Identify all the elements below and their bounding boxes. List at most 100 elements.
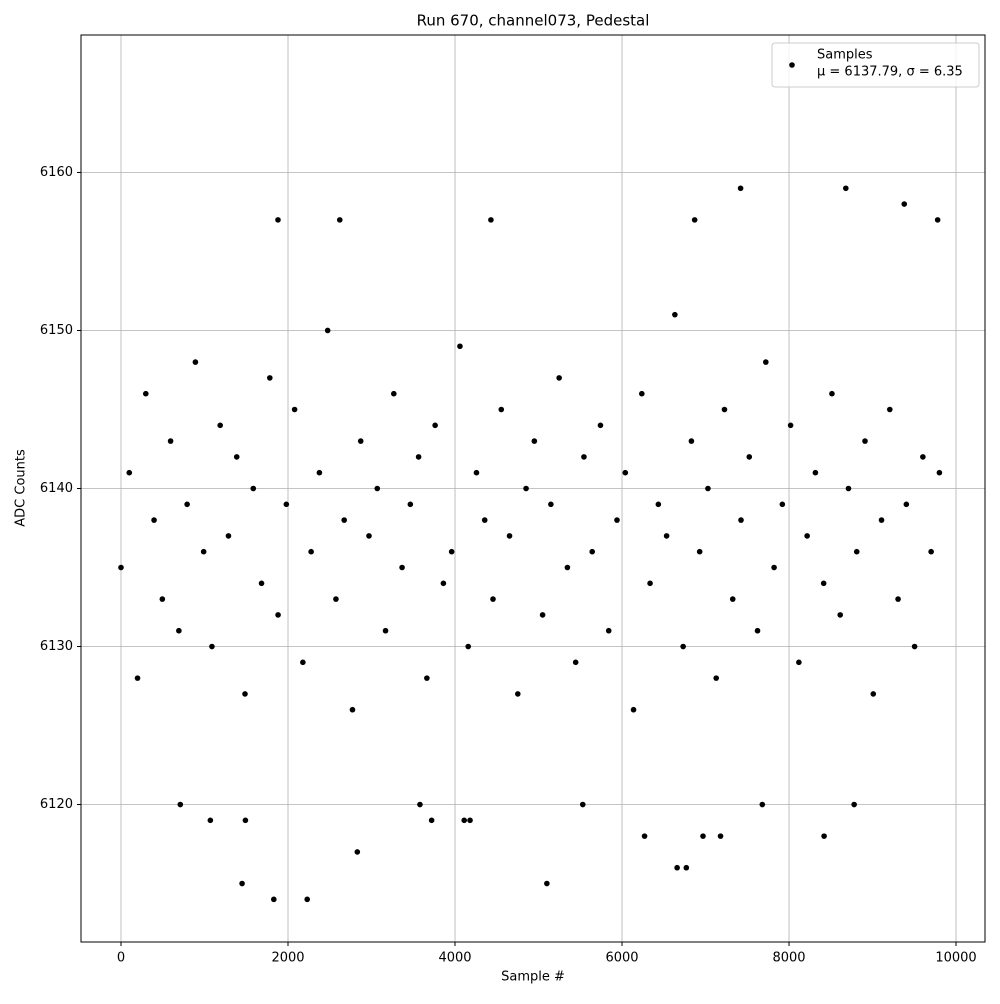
- point: [424, 675, 430, 681]
- point: [779, 501, 786, 508]
- point: [641, 833, 648, 839]
- point: [177, 801, 184, 808]
- point: [713, 675, 720, 681]
- y-tick-label: 6140: [40, 481, 73, 496]
- point: [461, 817, 467, 824]
- x-axis-label: Sample #: [501, 970, 565, 985]
- y-tick-label: 6130: [40, 639, 73, 654]
- x-tick-label: 0: [117, 951, 125, 966]
- point: [663, 533, 670, 539]
- point: [737, 185, 744, 192]
- legend-box: [771, 42, 980, 88]
- point: [159, 596, 166, 602]
- point: [354, 849, 361, 855]
- point: [717, 833, 724, 839]
- point: [457, 343, 463, 350]
- point: [804, 533, 810, 539]
- point: [467, 817, 473, 824]
- point: [184, 501, 190, 508]
- point: [304, 896, 311, 903]
- point: [336, 217, 343, 223]
- point: [374, 485, 381, 492]
- point: [911, 643, 918, 650]
- point: [308, 548, 314, 555]
- point: [134, 675, 141, 681]
- point: [821, 833, 827, 839]
- point: [333, 596, 339, 602]
- point: [614, 517, 620, 523]
- point: [544, 880, 550, 887]
- legend-label: Samples: [817, 48, 873, 63]
- point: [837, 612, 844, 618]
- point: [366, 533, 372, 539]
- point: [829, 390, 835, 397]
- point: [579, 801, 586, 808]
- point: [341, 517, 348, 523]
- point: [266, 375, 273, 381]
- point: [506, 533, 513, 539]
- point: [176, 627, 182, 634]
- point: [275, 217, 281, 223]
- point: [572, 659, 579, 666]
- point: [415, 454, 422, 460]
- point: [481, 517, 488, 523]
- point: [605, 627, 612, 634]
- x-tick-label: 8000: [772, 951, 805, 966]
- point: [151, 517, 157, 523]
- point: [357, 438, 364, 444]
- point: [271, 896, 277, 903]
- point: [167, 438, 174, 444]
- point: [275, 612, 281, 618]
- point: [763, 359, 769, 365]
- point: [878, 517, 885, 523]
- point: [200, 548, 207, 555]
- point: [316, 469, 323, 476]
- point: [242, 817, 249, 824]
- point: [217, 422, 223, 429]
- point: [696, 548, 703, 555]
- point: [283, 501, 290, 508]
- point: [523, 485, 529, 492]
- point: [556, 375, 562, 381]
- point: [324, 327, 331, 334]
- point: [498, 406, 505, 413]
- point: [399, 564, 405, 571]
- point: [754, 627, 761, 634]
- point: [581, 454, 587, 460]
- point: [820, 580, 827, 587]
- point: [680, 643, 686, 650]
- point: [239, 880, 245, 887]
- point: [887, 406, 893, 413]
- point: [796, 659, 802, 666]
- point: [250, 485, 257, 492]
- point: [382, 627, 389, 634]
- legend-marker: [789, 62, 795, 68]
- point: [688, 438, 695, 444]
- point: [674, 864, 680, 871]
- point: [928, 548, 934, 555]
- point: [672, 311, 678, 318]
- point: [473, 469, 480, 476]
- point: [515, 691, 521, 697]
- point: [440, 580, 447, 587]
- y-axis-label: ADC Counts: [14, 449, 29, 527]
- point: [407, 501, 414, 508]
- x-tick-label: 10000: [935, 951, 976, 966]
- point: [787, 422, 794, 429]
- point: [432, 422, 438, 429]
- point: [207, 817, 214, 824]
- point: [233, 454, 240, 460]
- point: [738, 517, 744, 523]
- point: [300, 659, 306, 666]
- point: [920, 454, 926, 460]
- point: [242, 691, 248, 697]
- point: [118, 564, 124, 571]
- point: [589, 548, 596, 555]
- point: [490, 596, 496, 602]
- point: [488, 217, 494, 223]
- plot-frame: [80, 34, 986, 943]
- point: [531, 438, 538, 444]
- x-tick-label: 4000: [438, 951, 471, 966]
- point: [721, 406, 728, 413]
